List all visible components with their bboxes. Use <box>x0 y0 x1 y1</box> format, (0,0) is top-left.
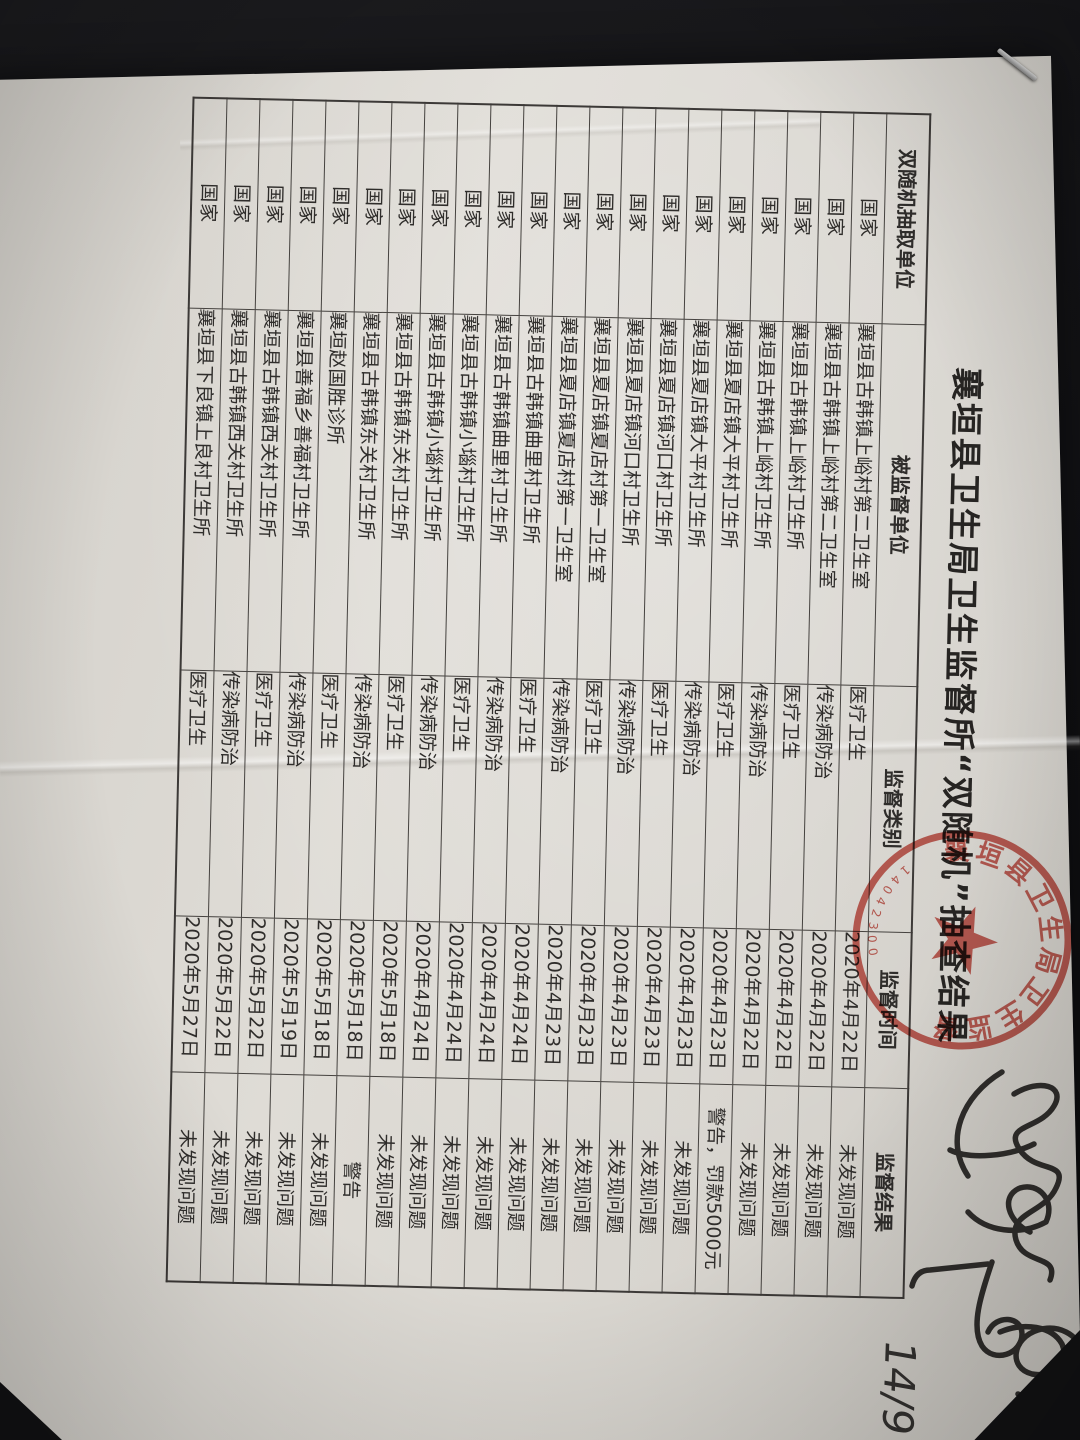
table-cell: 国家 <box>288 99 326 311</box>
column-header: 双随机抽取单位 <box>882 113 931 325</box>
table-cell: 2020年5月22日 <box>204 916 242 1073</box>
table-cell: 传染病防治 <box>802 683 841 931</box>
table-cell: 传染病防治 <box>340 673 379 920</box>
table-cell: 传染病防治 <box>736 682 775 929</box>
table-cell: 医疗卫生 <box>373 673 412 921</box>
column-header: 监督类别 <box>868 685 918 933</box>
table-cell: 2020年4月24日 <box>501 922 539 1080</box>
table-cell: 国家 <box>188 97 228 309</box>
document-sheet: 襄垣县卫生局卫生监督所“双随机”抽查结果 双随机抽取单位 被监督单位 监督类别 监督时… <box>165 96 1010 1300</box>
table-cell: 2020年4月22日 <box>765 928 803 1086</box>
table-cell: 国家 <box>519 105 557 316</box>
table-cell: 2020年4月24日 <box>468 922 506 1079</box>
table-cell: 未发现问题 <box>299 1074 337 1286</box>
table-cell: 医疗卫生 <box>571 678 610 926</box>
table-cell: 未发现问题 <box>166 1071 205 1283</box>
table-cell: 未发现问题 <box>233 1072 271 1284</box>
table-cell: 传染病防治 <box>538 677 577 925</box>
table-cell: 传染病防治 <box>406 674 445 922</box>
table-cell: 2020年4月22日 <box>732 928 770 1085</box>
table-cell: 国家 <box>816 111 854 323</box>
table-cell: 未发现问题 <box>530 1079 568 1291</box>
table-cell: 未发现问题 <box>497 1078 535 1290</box>
inspection-table: 双随机抽取单位 被监督单位 监督类别 监督时间 监督结果 国家 襄垣县古韩镇上峪村第二卫生… <box>165 96 932 1300</box>
table-cell: 国家 <box>387 102 425 313</box>
table-cell: 警告，罚款5000元 <box>695 1083 733 1295</box>
table-cell: 2020年4月22日 <box>831 930 869 1088</box>
table-cell: 未发现问题 <box>596 1081 634 1292</box>
table-cell: 未发现问题 <box>826 1086 865 1298</box>
table-cell: 2020年5月22日 <box>237 916 275 1074</box>
table-cell: 国家 <box>255 99 293 310</box>
table-cell: 医疗卫生 <box>307 672 346 920</box>
table-cell: 2020年4月24日 <box>402 920 440 1078</box>
table-cell: 国家 <box>552 105 590 317</box>
column-header: 监督时间 <box>864 931 912 1089</box>
column-header: 被监督单位 <box>873 323 926 687</box>
table-cell: 国家 <box>453 103 491 315</box>
table-cell: 2020年5月19日 <box>270 917 308 1075</box>
table-cell: 国家 <box>717 109 755 321</box>
table-cell: 传染病防治 <box>604 679 643 926</box>
table-cell: 未发现问题 <box>431 1077 469 1289</box>
table-cell: 医疗卫生 <box>835 684 874 932</box>
table-cell: 国家 <box>354 101 392 313</box>
table-cell: 国家 <box>618 107 656 319</box>
table-cell: 未发现问题 <box>266 1073 304 1285</box>
table-cell: 未发现问题 <box>728 1084 766 1295</box>
table-cell: 2020年5月18日 <box>336 919 374 1076</box>
table-cell: 医疗卫生 <box>703 681 742 929</box>
table-cell: 国家 <box>321 100 359 312</box>
table-cell: 医疗卫生 <box>439 675 478 923</box>
table-cell: 警告 <box>332 1075 370 1286</box>
table-cell: 2020年4月23日 <box>666 926 704 1084</box>
table-cell: 未发现问题 <box>793 1085 832 1297</box>
table-cell: 国家 <box>651 108 689 319</box>
table-cell: 2020年4月23日 <box>567 924 605 1082</box>
table-cell: 医疗卫生 <box>769 682 808 930</box>
table-cell: 2020年5月18日 <box>369 919 407 1077</box>
table-cell: 医疗卫生 <box>174 669 215 917</box>
table-cell: 传染病防治 <box>670 680 709 928</box>
table-cell: 传染病防治 <box>274 671 314 919</box>
table-cell: 国家 <box>849 112 887 324</box>
table-cell: 国家 <box>585 106 623 318</box>
table-cell: 未发现问题 <box>761 1084 799 1296</box>
table-cell: 未发现问题 <box>200 1072 238 1283</box>
table-cell: 国家 <box>222 98 260 310</box>
table-cell: 传染病防治 <box>472 676 511 923</box>
table-cell: 国家 <box>420 102 458 314</box>
table-cell: 未发现问题 <box>662 1082 700 1294</box>
table-cell: 2020年5月18日 <box>303 918 341 1076</box>
table-cell: 2020年4月22日 <box>798 929 836 1087</box>
table-cell: 2020年4月24日 <box>435 921 473 1079</box>
table-cell: 2020年4月23日 <box>600 925 638 1082</box>
table-cell: 国家 <box>750 110 788 322</box>
table-cell: 医疗卫生 <box>637 679 676 927</box>
table-cell: 医疗卫生 <box>241 670 281 918</box>
column-header: 监督结果 <box>859 1087 909 1299</box>
table-cell: 国家 <box>684 108 722 320</box>
table-cell: 2020年4月23日 <box>534 923 572 1081</box>
table-cell: 未发现问题 <box>563 1080 601 1292</box>
table-cell: 2020年4月23日 <box>633 925 671 1083</box>
table-cell: 国家 <box>783 111 821 322</box>
table-cell: 国家 <box>486 104 524 316</box>
table-cell: 传染病防治 <box>208 670 248 917</box>
table-cell: 2020年5月27日 <box>171 915 209 1073</box>
table-cell: 未发现问题 <box>464 1078 502 1289</box>
table-cell: 未发现问题 <box>629 1081 667 1293</box>
inspection-table-body: 国家 襄垣县古韩镇上峪村第二卫生室 医疗卫生 2020年4月22日 未发现问题 国家 襄垣县… <box>166 97 887 1298</box>
table-cell: 2020年4月23日 <box>699 927 737 1085</box>
table-cell: 未发现问题 <box>365 1075 403 1287</box>
table-cell: 医疗卫生 <box>505 676 544 924</box>
table-cell: 未发现问题 <box>398 1076 436 1288</box>
